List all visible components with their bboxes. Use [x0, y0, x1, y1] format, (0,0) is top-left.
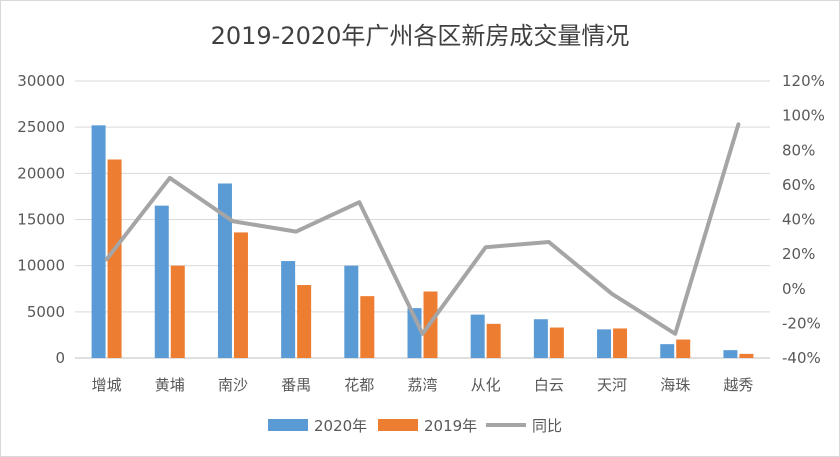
bar [597, 329, 612, 358]
right-tick-label: 40% [782, 211, 815, 229]
bar [486, 323, 501, 358]
bar [170, 265, 185, 358]
bar [660, 344, 675, 358]
right-axis: -40% -20% 0% 20% 40% 60% 80% 100% 120% [782, 72, 825, 367]
bar [154, 205, 169, 358]
x-tick-label: 黄埔 [155, 376, 185, 394]
right-tick-label: 100% [782, 107, 825, 125]
x-tick-label: 南沙 [218, 376, 248, 394]
bar [344, 265, 359, 358]
legend-swatch [378, 419, 418, 431]
bar [739, 353, 754, 358]
right-tick-label: 80% [782, 141, 815, 159]
legend-label: 2020年 [314, 417, 367, 435]
left-tick-label: 10000 [17, 257, 65, 275]
x-tick-label: 从化 [471, 376, 501, 394]
right-tick-label: -20% [782, 314, 821, 332]
x-tick-label: 白云 [534, 376, 564, 394]
left-tick-label: 25000 [17, 118, 65, 136]
yoy-line-path [104, 122, 741, 336]
left-tick-label: 30000 [17, 72, 65, 90]
bar [107, 159, 122, 358]
left-tick-label: 15000 [17, 211, 65, 229]
yoy-line [104, 122, 741, 336]
x-axis: 增城 黄埔 南沙 番禺 花都 荔湾 从化 白云 天河 海珠 越秀 [92, 376, 754, 394]
left-axis: 0 5000 10000 15000 20000 25000 30000 [17, 72, 65, 367]
right-tick-label: -40% [782, 349, 821, 367]
legend: 2020年 2019年 同比 [268, 417, 562, 435]
x-tick-label: 越秀 [723, 376, 753, 394]
x-tick-label: 海珠 [660, 376, 690, 394]
bar [723, 350, 738, 358]
left-tick-label: 5000 [27, 303, 65, 321]
bar [91, 125, 106, 358]
bar [613, 328, 628, 358]
bar [549, 327, 564, 358]
bar [217, 183, 232, 358]
bar [281, 261, 296, 358]
legend-swatch [268, 419, 308, 431]
x-tick-label: 天河 [597, 376, 627, 394]
bar [676, 339, 691, 358]
legend-label: 2019年 [424, 417, 477, 435]
chart-title: 2019-2020年广州各区新房成交量情况 [211, 22, 630, 50]
x-tick-label: 花都 [344, 376, 374, 394]
right-tick-label: 0% [782, 280, 806, 298]
left-tick-label: 20000 [17, 164, 65, 182]
legend-label: 同比 [532, 417, 562, 435]
left-tick-label: 0 [55, 349, 65, 367]
bar [470, 314, 485, 358]
right-tick-label: 120% [782, 72, 825, 90]
right-tick-label: 20% [782, 245, 815, 263]
bar [233, 232, 248, 358]
bar [297, 285, 312, 358]
x-tick-label: 番禺 [281, 376, 311, 394]
bar [533, 319, 548, 358]
x-tick-label: 荔湾 [407, 376, 437, 394]
bar [360, 296, 375, 358]
bars [91, 125, 754, 358]
x-tick-label: 增城 [92, 376, 122, 394]
gridlines [75, 80, 770, 359]
right-tick-label: 60% [782, 176, 815, 194]
